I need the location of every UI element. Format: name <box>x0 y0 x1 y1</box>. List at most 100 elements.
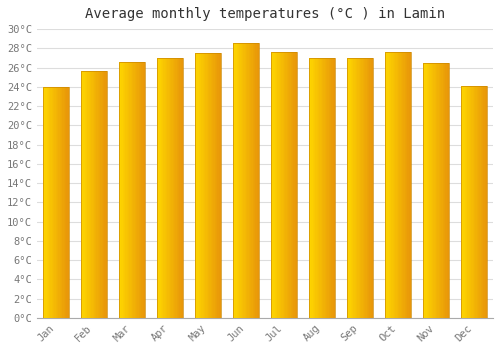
Bar <box>394 52 396 318</box>
Bar <box>91 71 92 318</box>
Bar <box>436 63 438 318</box>
Bar <box>486 86 488 318</box>
Bar <box>65 87 66 318</box>
Bar <box>255 43 256 318</box>
Bar <box>446 63 448 318</box>
Bar <box>254 43 255 318</box>
Bar <box>422 63 424 318</box>
Bar <box>179 58 180 318</box>
Bar <box>462 86 464 318</box>
Bar <box>444 63 446 318</box>
Bar <box>103 71 104 318</box>
Bar <box>384 52 411 318</box>
Bar <box>476 86 478 318</box>
Bar <box>194 53 196 318</box>
Bar <box>346 58 374 318</box>
Bar <box>213 53 214 318</box>
Bar <box>209 53 210 318</box>
Bar <box>242 43 244 318</box>
Bar <box>368 58 370 318</box>
Bar <box>234 43 235 318</box>
Bar <box>308 58 310 318</box>
Bar <box>218 53 220 318</box>
Title: Average monthly temperatures (°C ) in Lamin: Average monthly temperatures (°C ) in La… <box>85 7 445 21</box>
Bar <box>56 87 57 318</box>
Bar <box>128 62 129 318</box>
Bar <box>470 86 472 318</box>
Bar <box>205 53 206 318</box>
Bar <box>332 58 334 318</box>
Bar <box>90 71 91 318</box>
Bar <box>472 86 474 318</box>
Bar <box>136 62 137 318</box>
Bar <box>83 71 84 318</box>
Bar <box>50 87 52 318</box>
Bar <box>364 58 366 318</box>
Bar <box>330 58 332 318</box>
Bar <box>438 63 440 318</box>
Bar <box>68 87 69 318</box>
Bar <box>352 58 354 318</box>
Bar <box>424 63 426 318</box>
Bar <box>92 71 94 318</box>
Bar <box>46 87 48 318</box>
Bar <box>466 86 468 318</box>
Bar <box>326 58 328 318</box>
Bar <box>214 53 216 318</box>
Bar <box>160 58 162 318</box>
Bar <box>468 86 470 318</box>
Bar <box>290 52 292 318</box>
Bar <box>95 71 96 318</box>
Bar <box>402 52 404 318</box>
Bar <box>180 58 182 318</box>
Bar <box>171 58 172 318</box>
Bar <box>408 52 410 318</box>
Bar <box>220 53 221 318</box>
Bar <box>66 87 68 318</box>
Bar <box>172 58 174 318</box>
Bar <box>166 58 167 318</box>
Bar <box>176 58 178 318</box>
Bar <box>366 58 368 318</box>
Bar <box>474 86 476 318</box>
Bar <box>272 52 274 318</box>
Bar <box>410 52 412 318</box>
Bar <box>388 52 390 318</box>
Bar <box>288 52 290 318</box>
Bar <box>141 62 142 318</box>
Bar <box>174 58 175 318</box>
Bar <box>125 62 126 318</box>
Bar <box>296 52 297 318</box>
Bar <box>96 71 98 318</box>
Bar <box>62 87 64 318</box>
Bar <box>350 58 352 318</box>
Bar <box>278 52 280 318</box>
Bar <box>256 43 258 318</box>
Bar <box>318 58 320 318</box>
Bar <box>84 71 86 318</box>
Bar <box>398 52 400 318</box>
Bar <box>162 58 163 318</box>
Bar <box>118 62 120 318</box>
Bar <box>164 58 166 318</box>
Bar <box>201 53 202 318</box>
Bar <box>60 87 61 318</box>
Bar <box>310 58 312 318</box>
Bar <box>478 86 480 318</box>
Bar <box>392 52 394 318</box>
Bar <box>384 52 386 318</box>
Bar <box>124 62 125 318</box>
Bar <box>159 58 160 318</box>
Bar <box>106 71 107 318</box>
Bar <box>282 52 284 318</box>
Bar <box>432 63 434 318</box>
Bar <box>386 52 388 318</box>
Bar <box>126 62 128 318</box>
Bar <box>404 52 406 318</box>
Bar <box>356 58 358 318</box>
Bar <box>328 58 330 318</box>
Bar <box>178 58 179 318</box>
Bar <box>158 58 159 318</box>
Bar <box>53 87 54 318</box>
Bar <box>206 53 208 318</box>
